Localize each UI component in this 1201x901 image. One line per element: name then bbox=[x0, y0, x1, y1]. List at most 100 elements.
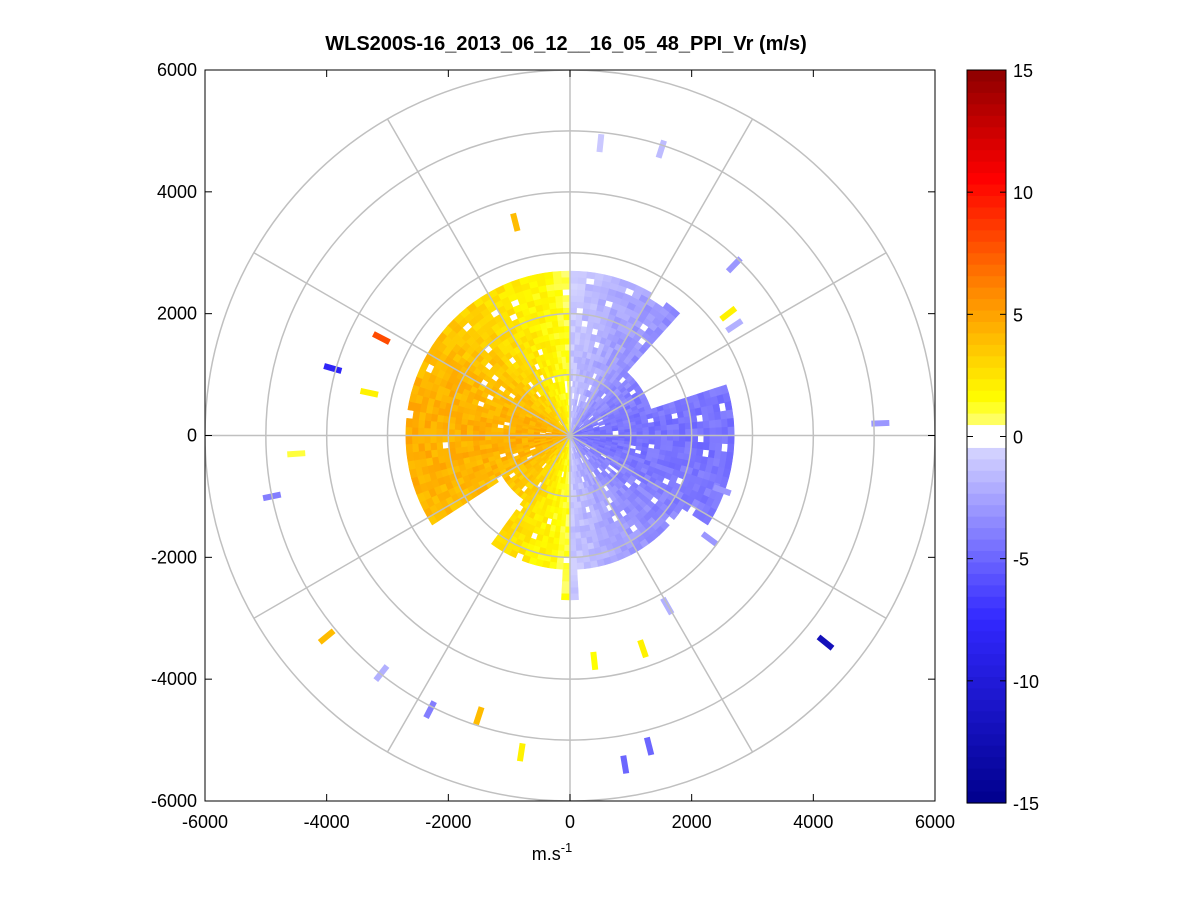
velocity-cell bbox=[569, 307, 577, 315]
colorbar bbox=[967, 70, 1006, 804]
velocity-cell bbox=[454, 423, 462, 431]
velocity-cell bbox=[569, 532, 576, 540]
scatter-return bbox=[643, 736, 655, 756]
velocity-cell bbox=[535, 272, 546, 281]
colorbar-tick-label: 0 bbox=[1013, 428, 1023, 448]
colorbar-swatch bbox=[967, 528, 1006, 541]
colorbar-swatch bbox=[967, 677, 1006, 690]
velocity-cell bbox=[563, 307, 571, 315]
velocity-cell bbox=[435, 428, 443, 436]
grid-spoke bbox=[569, 252, 887, 437]
colorbar-swatch bbox=[967, 241, 1006, 254]
velocity-cell bbox=[417, 442, 426, 452]
velocity-cell bbox=[562, 575, 571, 582]
colorbar-swatch bbox=[967, 104, 1006, 117]
colorbar-swatch bbox=[967, 276, 1006, 289]
velocity-cell bbox=[576, 295, 585, 303]
polar-grid bbox=[205, 70, 935, 801]
velocity-cell bbox=[654, 425, 662, 432]
colorbar-swatch bbox=[967, 115, 1006, 128]
velocity-cell bbox=[423, 442, 432, 452]
scatter-return bbox=[510, 212, 521, 232]
scatter-return bbox=[816, 634, 835, 651]
velocity-cell bbox=[564, 538, 571, 546]
colorbar-swatch bbox=[967, 699, 1006, 712]
colorbar-swatch bbox=[967, 299, 1006, 312]
velocity-cell bbox=[496, 427, 504, 433]
velocity-cell bbox=[557, 319, 565, 327]
colorbar-swatch bbox=[967, 413, 1006, 426]
velocity-cell bbox=[573, 501, 578, 509]
velocity-cell bbox=[563, 313, 571, 321]
scatter-return bbox=[287, 450, 306, 458]
colorbar-swatch bbox=[967, 344, 1006, 357]
velocity-cell bbox=[411, 418, 419, 428]
velocity-cell bbox=[555, 344, 562, 352]
velocity-cell bbox=[569, 562, 578, 570]
velocity-cell bbox=[569, 526, 576, 534]
colorbar-tick-label: -15 bbox=[1013, 794, 1039, 814]
grid-spoke bbox=[253, 252, 571, 437]
velocity-cell bbox=[490, 538, 501, 549]
velocity-cell bbox=[574, 532, 582, 540]
velocity-cell bbox=[569, 289, 578, 296]
velocity-cell bbox=[496, 438, 504, 444]
velocity-cell bbox=[553, 277, 563, 285]
velocity-cell bbox=[666, 429, 674, 436]
colorbar-swatch bbox=[967, 688, 1006, 701]
velocity-cell bbox=[417, 419, 426, 429]
velocity-cell bbox=[454, 429, 461, 436]
velocity-cell bbox=[435, 435, 443, 443]
velocity-cell bbox=[560, 344, 566, 351]
velocity-cell bbox=[563, 550, 571, 558]
velocity-cell bbox=[472, 435, 480, 441]
velocity-cell bbox=[442, 428, 449, 436]
velocity-cell bbox=[668, 510, 679, 521]
velocity-cell bbox=[558, 538, 565, 546]
velocity-cell bbox=[563, 374, 568, 382]
colorbar-swatch bbox=[967, 127, 1006, 140]
velocity-cell bbox=[460, 423, 468, 431]
colorbar-swatch bbox=[967, 768, 1006, 781]
colorbar-swatch bbox=[967, 81, 1006, 94]
velocity-cell bbox=[407, 401, 416, 411]
grid-spoke bbox=[386, 118, 571, 436]
scatter-return bbox=[655, 139, 667, 159]
velocity-cell bbox=[636, 427, 644, 433]
colorbar-swatch bbox=[967, 493, 1006, 506]
velocity-cell bbox=[672, 423, 680, 431]
velocity-cell bbox=[553, 283, 563, 291]
chart-title: WLS200S-16_2013_06_12__16_05_48_PPI_Vr (… bbox=[325, 33, 806, 55]
velocity-cell bbox=[561, 587, 571, 595]
velocity-cell bbox=[703, 435, 711, 444]
velocity-cell bbox=[411, 426, 419, 436]
scatter-return bbox=[317, 628, 336, 645]
velocity-cell bbox=[576, 562, 585, 570]
colorbar-swatch bbox=[967, 253, 1006, 266]
velocity-cell bbox=[577, 277, 587, 285]
velocity-cell bbox=[569, 313, 577, 321]
colorbar-tick-label: -5 bbox=[1013, 550, 1029, 570]
colorbar-tick-label: -10 bbox=[1013, 672, 1039, 692]
velocity-cell bbox=[405, 443, 413, 453]
colorbar-swatch bbox=[967, 631, 1006, 644]
velocity-cell bbox=[583, 301, 592, 310]
velocity-cell bbox=[569, 550, 577, 558]
velocity-cell bbox=[579, 531, 587, 539]
colorbar-tick-label: 5 bbox=[1013, 305, 1023, 325]
velocity-cell bbox=[553, 332, 561, 340]
velocity-cell bbox=[696, 441, 704, 450]
velocity-cell bbox=[569, 325, 576, 333]
velocity-cell bbox=[417, 435, 425, 444]
velocity-cell bbox=[562, 295, 571, 302]
velocity-cell bbox=[586, 271, 596, 280]
scatter-return bbox=[596, 133, 605, 153]
velocity-cell bbox=[569, 282, 579, 290]
velocity-cell bbox=[472, 430, 480, 436]
velocity-cell bbox=[466, 429, 474, 436]
colorbar-swatch bbox=[967, 218, 1006, 231]
velocity-cell bbox=[466, 424, 474, 431]
velocity-cell bbox=[660, 430, 668, 436]
velocity-cell bbox=[679, 429, 686, 436]
velocity-cell bbox=[436, 441, 444, 450]
